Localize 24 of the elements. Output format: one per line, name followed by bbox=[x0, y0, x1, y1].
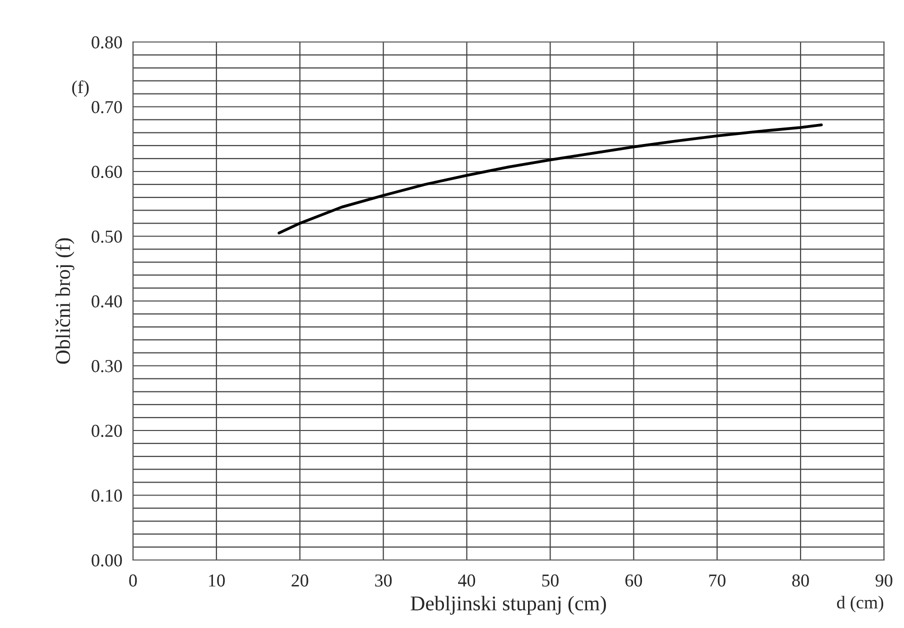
x-tick-label: 20 bbox=[292, 574, 308, 587]
x-tick-label: 90 bbox=[876, 574, 892, 587]
x-tick-label: 50 bbox=[542, 574, 559, 587]
y-tick-label: 0.50 bbox=[92, 230, 122, 243]
line-series bbox=[278, 123, 823, 234]
x-axis-title: Debljinski stupanj (cm) bbox=[410, 596, 606, 615]
y-axis-title: Oblični broj (f) bbox=[55, 238, 74, 364]
y-tick-label: 0.30 bbox=[92, 360, 122, 372]
x-tick-label: 10 bbox=[209, 574, 225, 587]
x-tick-label: 80 bbox=[792, 574, 809, 587]
x-tick-label: 60 bbox=[625, 574, 642, 587]
x-tick-label: 30 bbox=[375, 574, 392, 587]
text: d (cm) bbox=[837, 596, 884, 612]
y-tick-label: 0.70 bbox=[92, 101, 122, 114]
y-tick-label: 0.40 bbox=[92, 295, 122, 308]
text: (f) bbox=[72, 80, 89, 97]
y-tick-label: 0.10 bbox=[92, 490, 122, 502]
x-tick-label: 70 bbox=[709, 574, 726, 587]
y-tick-label: 0.60 bbox=[92, 166, 122, 178]
x-tick-label: 0 bbox=[129, 574, 137, 587]
x-tick-label: 40 bbox=[458, 574, 476, 587]
y-tick-label: 0.00 bbox=[92, 554, 122, 567]
y-tick-label: 0.80 bbox=[92, 36, 122, 49]
y-tick-label: 0.20 bbox=[92, 424, 122, 438]
